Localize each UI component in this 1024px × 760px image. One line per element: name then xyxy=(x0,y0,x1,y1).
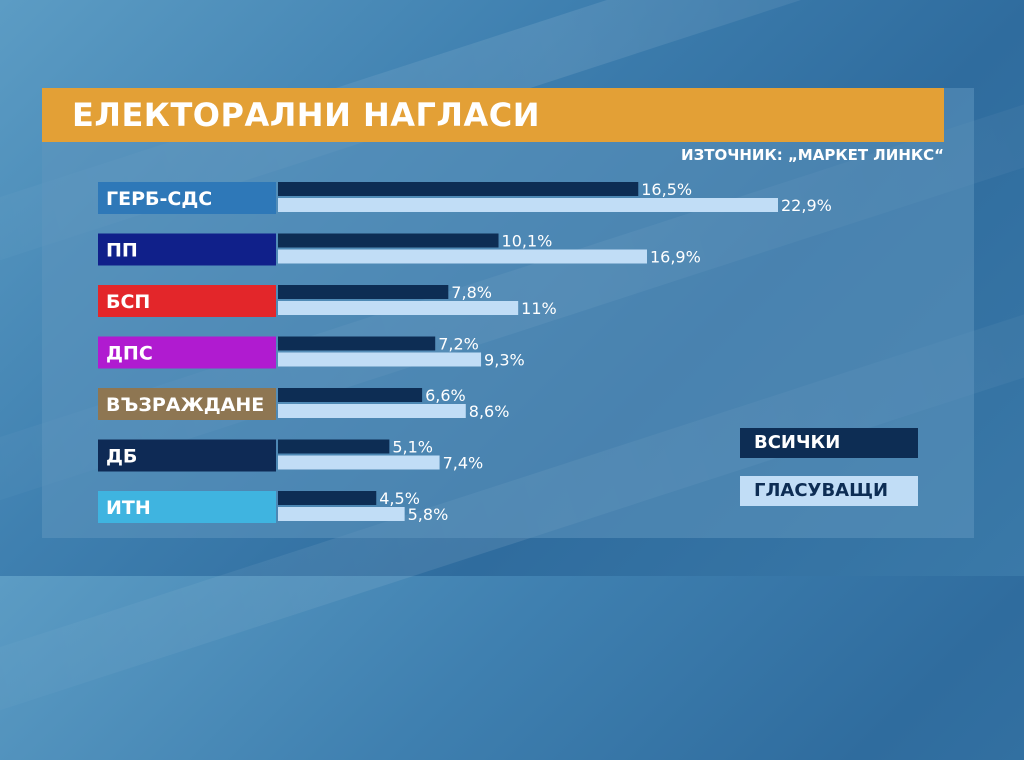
legend-item-all: ВСИЧКИ xyxy=(740,428,918,458)
category-box-cat-5 xyxy=(98,439,276,472)
value-label-voters-cat-1: 16,9% xyxy=(650,248,701,267)
bar-all-cat-6 xyxy=(278,491,377,505)
value-label-all-cat-0: 16,5% xyxy=(641,180,692,199)
bar-voters-cat-4 xyxy=(278,404,466,418)
category-label-cat-5: ДБ xyxy=(106,446,137,468)
value-label-voters-cat-2: 11% xyxy=(521,299,557,318)
category-label-cat-4: ВЪЗРАЖДАНЕ xyxy=(106,394,264,416)
bar-voters-cat-3 xyxy=(278,352,482,367)
bar-all-cat-4 xyxy=(278,388,423,402)
category-box-cat-1 xyxy=(98,233,276,266)
category-box-cat-4 xyxy=(98,388,276,420)
bar-all-cat-2 xyxy=(278,285,449,299)
category-label-cat-2: БСП xyxy=(106,291,150,313)
bar-all-cat-5 xyxy=(278,439,390,454)
value-label-voters-cat-0: 22,9% xyxy=(781,196,832,215)
bar-all-cat-1 xyxy=(278,233,499,248)
value-label-voters-cat-6: 5,8% xyxy=(408,505,449,524)
legend-item-voters: ГЛАСУВАЩИ xyxy=(740,476,918,506)
category-label-cat-0: ГЕРБ-СДС xyxy=(106,188,212,210)
source-label: ИЗТОЧНИК: „МАРКЕТ ЛИНКС“ xyxy=(681,146,944,164)
value-label-voters-cat-3: 9,3% xyxy=(484,351,525,370)
bar-all-cat-3 xyxy=(278,336,436,351)
category-box-cat-3 xyxy=(98,336,276,369)
bar-voters-cat-0 xyxy=(278,198,778,212)
value-label-all-cat-6: 4,5% xyxy=(379,489,420,508)
bar-voters-cat-2 xyxy=(278,301,519,315)
bar-voters-cat-1 xyxy=(278,249,647,264)
category-label-cat-3: ДПС xyxy=(106,343,153,365)
category-label-cat-1: ПП xyxy=(106,240,138,262)
value-label-voters-cat-4: 8,6% xyxy=(469,402,510,421)
title-bar: ЕЛЕКТОРАЛНИ НАГЛАСИ xyxy=(42,88,944,142)
bar-chart: ГЕРБ-СДС 16,5% 22,9% ПП 10,1% 16,9% БСП 7,8% 11%… xyxy=(98,180,832,524)
value-label-all-cat-2: 7,8% xyxy=(451,283,492,302)
bar-all-cat-0 xyxy=(278,182,639,196)
legend-label-voters: ГЛАСУВАЩИ xyxy=(754,480,889,501)
bar-voters-cat-5 xyxy=(278,455,440,470)
category-box-cat-6 xyxy=(98,491,276,523)
bar-voters-cat-6 xyxy=(278,507,405,521)
category-box-cat-0 xyxy=(98,182,276,214)
value-label-voters-cat-5: 7,4% xyxy=(443,454,484,473)
chart-title: ЕЛЕКТОРАЛНИ НАГЛАСИ xyxy=(72,96,541,134)
value-label-all-cat-4: 6,6% xyxy=(425,386,466,405)
value-label-all-cat-5: 5,1% xyxy=(392,438,433,457)
value-label-all-cat-3: 7,2% xyxy=(438,335,479,354)
category-box-cat-2 xyxy=(98,285,276,317)
category-label-cat-6: ИТН xyxy=(106,497,151,519)
value-label-all-cat-1: 10,1% xyxy=(502,232,553,251)
legend-label-all: ВСИЧКИ xyxy=(754,432,841,453)
